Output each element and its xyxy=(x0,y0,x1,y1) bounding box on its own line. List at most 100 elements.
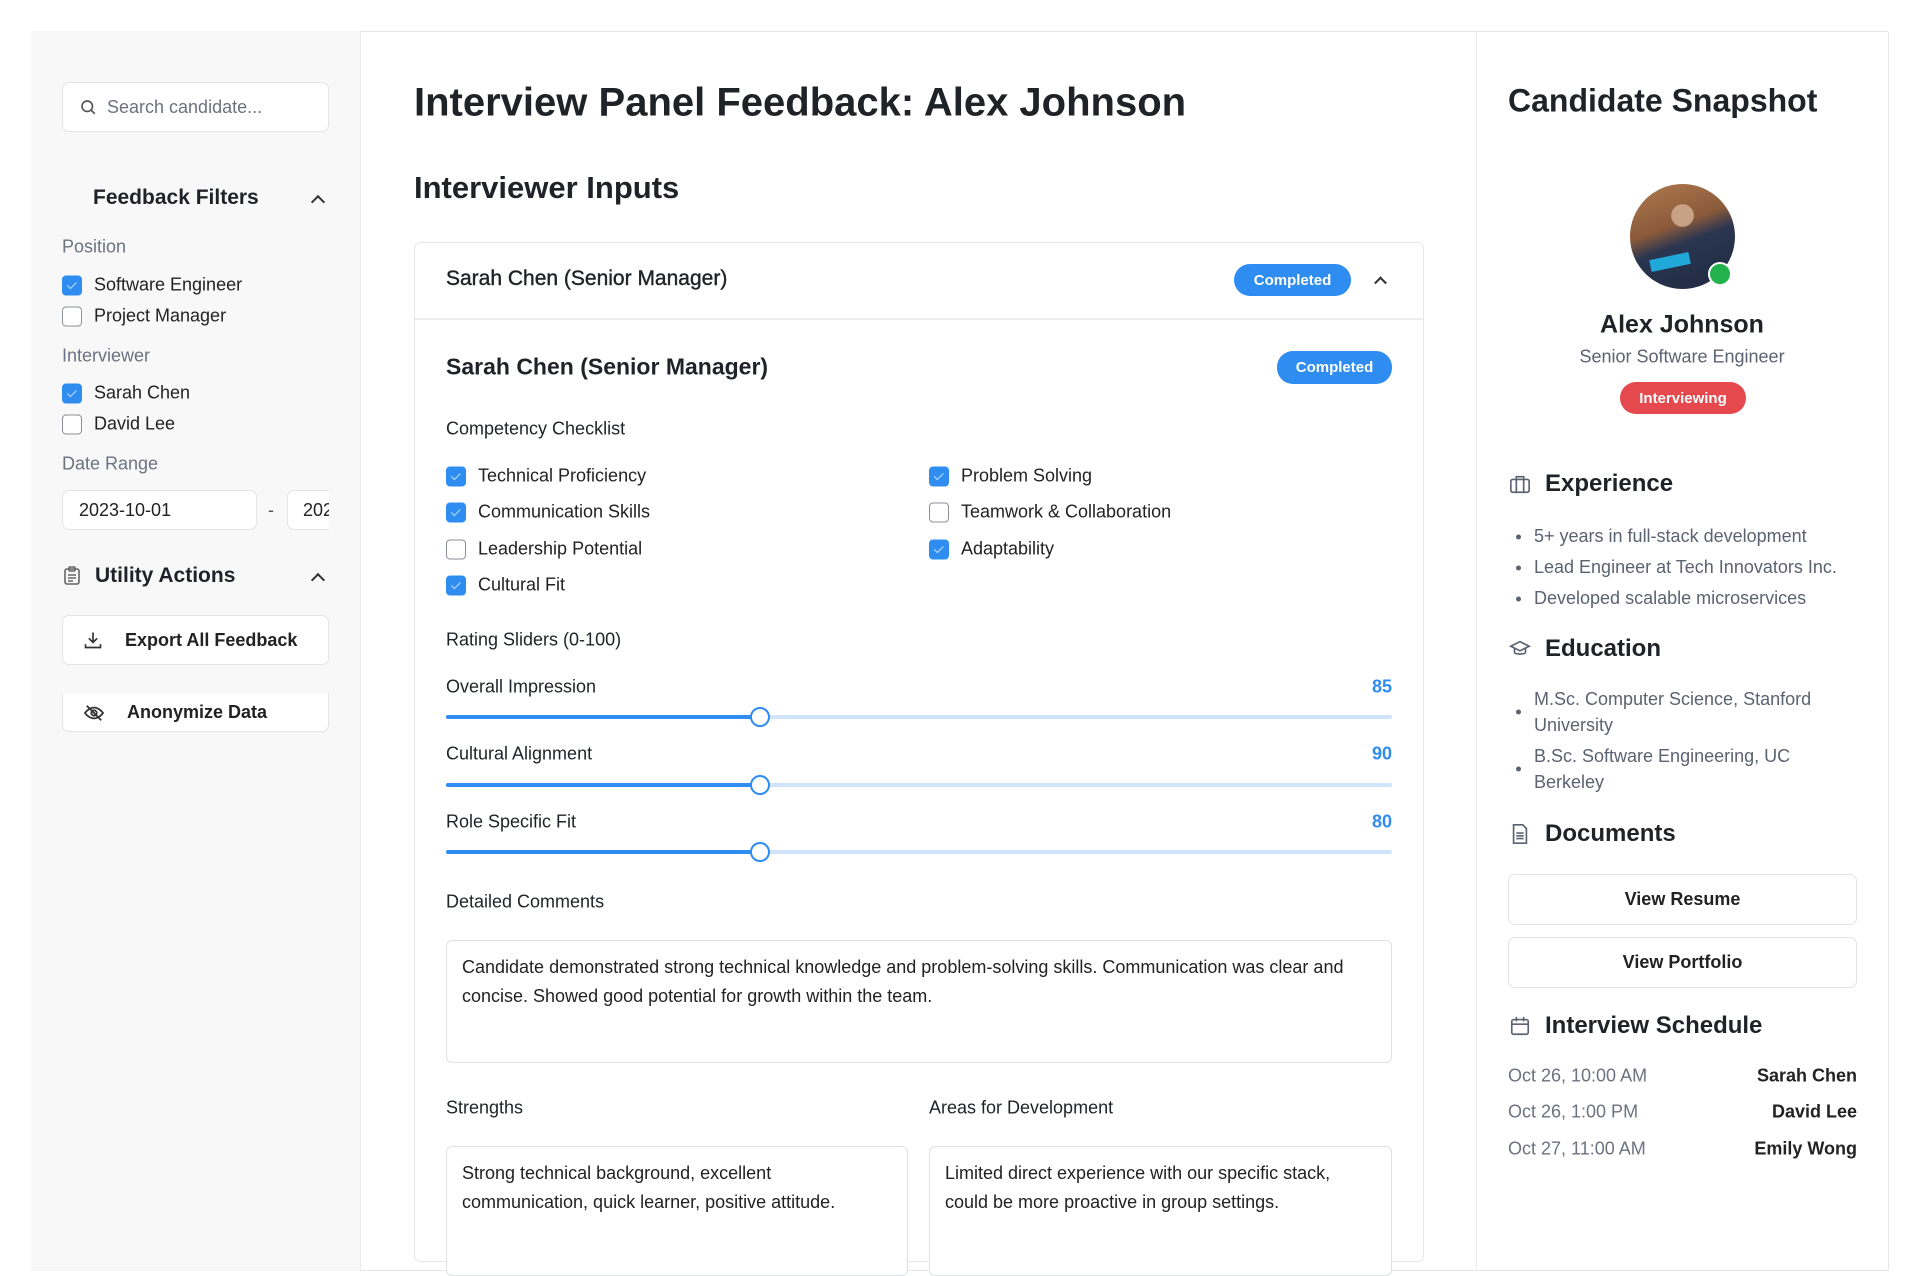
schedule-time: Oct 26, 1:00 PM xyxy=(1508,1101,1639,1122)
experience-heading: Experience xyxy=(1509,470,1673,498)
view-portfolio-button[interactable]: View Portfolio xyxy=(1508,937,1857,988)
download-icon xyxy=(84,632,102,649)
checkbox[interactable] xyxy=(62,275,82,295)
section-title: Interviewer Inputs xyxy=(414,170,680,205)
list-item: B.Sc. Software Engineering, UC Berkeley xyxy=(1508,743,1838,795)
list-item: Developed scalable microservices xyxy=(1508,583,1858,614)
slider-label: Overall Impression xyxy=(446,676,597,697)
checkbox-label: Cultural Fit xyxy=(478,574,566,595)
checkbox[interactable] xyxy=(929,466,949,486)
date-separator: - xyxy=(268,500,274,520)
filter-project-manager[interactable]: Project Manager xyxy=(62,306,226,327)
strengths-textarea[interactable]: Strong technical background, excellent c… xyxy=(446,1146,908,1276)
checkbox-label: Communication Skills xyxy=(478,501,651,522)
competency-checklist-label: Competency Checklist xyxy=(446,418,626,439)
list-item: 5+ years in full-stack development xyxy=(1508,521,1858,552)
checkbox-label: Technical Proficiency xyxy=(478,465,647,486)
utility-actions-title: Utility Actions xyxy=(95,564,236,587)
documents-title: Documents xyxy=(1545,820,1676,847)
date-to-clip: 202 xyxy=(287,490,329,530)
list-item: Lead Engineer at Tech Innovators Inc. xyxy=(1508,552,1858,583)
competency-problem-solving[interactable]: Problem Solving xyxy=(929,466,1092,487)
divider xyxy=(415,318,1423,320)
competency-adaptability[interactable]: Adaptability xyxy=(929,539,1054,560)
checkbox[interactable] xyxy=(446,466,466,486)
feedback-filters-title: Feedback Filters xyxy=(93,186,259,209)
schedule-heading: Interview Schedule xyxy=(1509,1012,1762,1040)
search-placeholder: Search candidate... xyxy=(107,96,263,117)
education-list: M.Sc. Computer Science, Stanford Univers… xyxy=(1508,686,1838,795)
panel-header-name[interactable]: Sarah Chen (Senior Manager) xyxy=(446,267,728,290)
development-label: Areas for Development xyxy=(929,1097,1114,1118)
date-to-value: 202 xyxy=(303,499,329,520)
snapshot-title: Candidate Snapshot xyxy=(1508,82,1818,119)
slider-fill xyxy=(446,715,760,719)
schedule-title: Interview Schedule xyxy=(1545,1012,1763,1039)
filter-software-engineer[interactable]: Software Engineer xyxy=(62,275,242,296)
slider-fill xyxy=(446,850,760,854)
role-specific-fit-slider[interactable] xyxy=(446,842,1392,862)
interviewer-label: Interviewer xyxy=(62,345,151,366)
competency-cultural-fit[interactable]: Cultural Fit xyxy=(446,575,565,596)
view-resume-button[interactable]: View Resume xyxy=(1508,874,1857,925)
position-label: Position xyxy=(62,236,127,257)
graduation-cap-icon xyxy=(1509,640,1531,655)
eye-off-icon xyxy=(83,704,105,721)
slider-thumb[interactable] xyxy=(750,842,770,862)
date-from-value: 2023-10-01 xyxy=(79,499,172,520)
rating-sliders-label: Rating Sliders (0-100) xyxy=(446,629,622,650)
checkbox[interactable] xyxy=(446,539,466,559)
search-input[interactable]: Search candidate... xyxy=(62,82,329,132)
checkbox[interactable] xyxy=(62,383,82,403)
schedule-time: Oct 27, 11:00 AM xyxy=(1508,1138,1646,1159)
anonymize-label: Anonymize Data xyxy=(127,702,268,722)
detailed-comments-textarea[interactable]: Candidate demonstrated strong technical … xyxy=(446,940,1392,1063)
slider-value: 80 xyxy=(1371,811,1392,832)
checkbox[interactable] xyxy=(62,306,82,326)
checkbox[interactable] xyxy=(446,502,466,522)
overall-impression-slider[interactable] xyxy=(446,707,1392,727)
filter-sarah-chen[interactable]: Sarah Chen xyxy=(62,383,190,404)
filter-david-lee[interactable]: David Lee xyxy=(62,414,175,435)
cultural-alignment-slider[interactable] xyxy=(446,775,1392,795)
date-to-input[interactable]: 202 xyxy=(287,490,329,530)
competency-technical-proficiency[interactable]: Technical Proficiency xyxy=(446,466,646,487)
status-badge: Interviewing xyxy=(1620,382,1746,414)
documents-heading: Documents xyxy=(1509,820,1676,848)
candidate-name: Alex Johnson xyxy=(1600,310,1764,339)
export-label: Export All Feedback xyxy=(125,629,298,650)
slider-fill xyxy=(446,783,760,787)
slider-thumb[interactable] xyxy=(750,775,770,795)
calendar-icon xyxy=(1510,1016,1530,1036)
checkbox-label: Software Engineer xyxy=(94,274,243,295)
export-all-feedback-button[interactable]: Export All Feedback xyxy=(62,615,329,665)
checkbox-label: David Lee xyxy=(94,413,176,434)
checkbox[interactable] xyxy=(929,539,949,559)
strengths-label: Strengths xyxy=(446,1097,524,1118)
competency-leadership[interactable]: Leadership Potential xyxy=(446,539,642,560)
schedule-interviewer: David Lee xyxy=(1771,1101,1857,1122)
briefcase-icon xyxy=(1510,475,1530,494)
checkbox[interactable] xyxy=(929,502,949,522)
slider-thumb[interactable] xyxy=(750,707,770,727)
anonymize-data-button[interactable]: Anonymize Data xyxy=(62,694,329,732)
education-title: Education xyxy=(1545,635,1662,662)
checkbox-label: Problem Solving xyxy=(961,465,1093,486)
competency-communication-skills[interactable]: Communication Skills xyxy=(446,502,650,523)
date-from-input[interactable]: 2023-10-01 xyxy=(62,490,257,530)
candidate-snapshot-panel xyxy=(1476,31,1889,1271)
checkbox[interactable] xyxy=(62,414,82,434)
development-textarea[interactable]: Limited direct experience with our speci… xyxy=(929,1146,1392,1276)
page-title: Interview Panel Feedback: Alex Johnson xyxy=(414,80,1187,125)
schedule-interviewer: Sarah Chen xyxy=(1756,1065,1857,1086)
slider-label: Role Specific Fit xyxy=(446,811,577,832)
checkbox[interactable] xyxy=(446,575,466,595)
checkbox-label: Project Manager xyxy=(94,305,227,326)
schedule-row: Oct 26, 10:00 AM Sarah Chen xyxy=(1508,1066,1857,1087)
competency-teamwork[interactable]: Teamwork & Collaboration xyxy=(929,502,1171,523)
checkbox-label: Leadership Potential xyxy=(478,538,643,559)
date-range-label: Date Range xyxy=(62,453,159,474)
detailed-comments-label: Detailed Comments xyxy=(446,891,605,912)
education-heading: Education xyxy=(1509,635,1661,663)
slider-value: 85 xyxy=(1371,676,1392,697)
